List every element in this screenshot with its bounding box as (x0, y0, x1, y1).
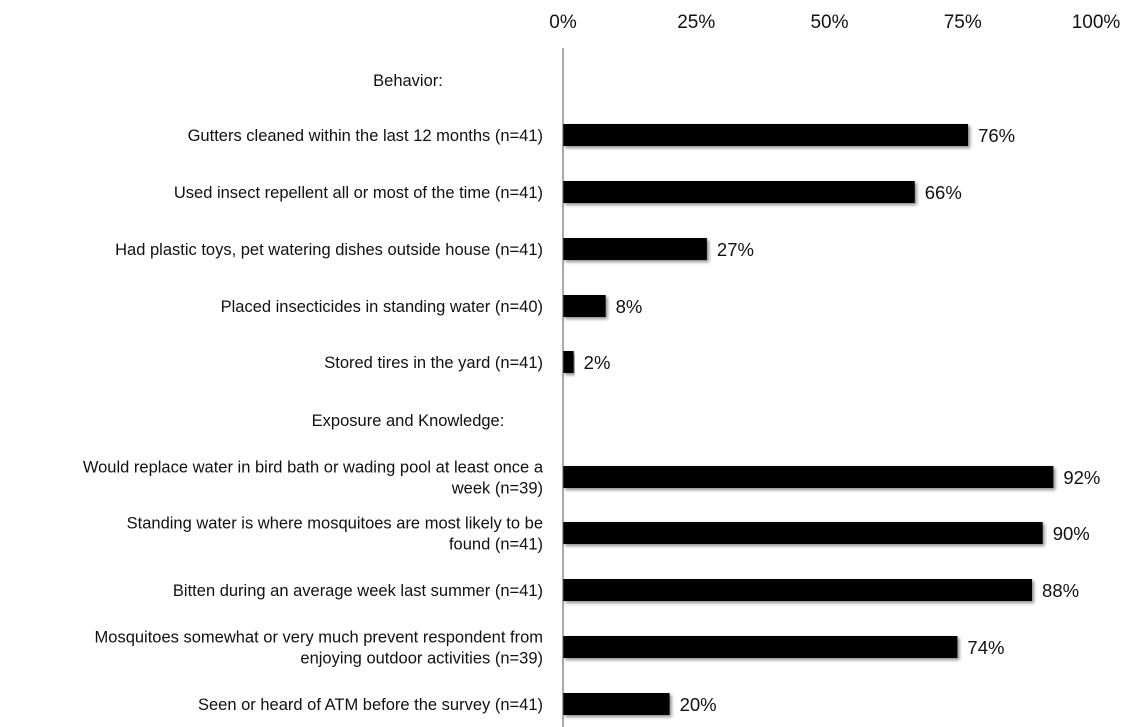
category-label-line: Standing water is where mosquitoes are m… (127, 515, 543, 533)
category-label: Mosquitoes somewhat or very much prevent… (95, 629, 543, 668)
category-label-line: Mosquitoes somewhat or very much prevent… (95, 629, 543, 647)
bar (563, 238, 707, 260)
value-label: 27% (717, 239, 754, 260)
bar (563, 351, 574, 373)
value-label: 20% (680, 694, 717, 715)
bar (563, 579, 1033, 601)
category-label: Standing water is where mosquitoes are m… (127, 515, 543, 554)
x-tick-label: 0% (549, 12, 577, 33)
category-label-line: Had plastic toys, pet watering dishes ou… (115, 241, 543, 259)
category-label-line: Gutters cleaned within the last 12 month… (188, 127, 543, 145)
category-label: Had plastic toys, pet watering dishes ou… (115, 241, 543, 259)
category-label: Would replace water in bird bath or wadi… (83, 459, 544, 498)
value-label: 8% (616, 296, 643, 317)
category-labels-group: Behavior: Gutters cleaned within the last… (83, 72, 544, 714)
bar (563, 295, 606, 317)
bar (563, 124, 969, 146)
category-label-line: Seen or heard of ATM before the survey (… (198, 696, 543, 714)
category-label-line: Placed insecticides in standing water (n… (221, 298, 543, 316)
bars-group (563, 124, 1054, 715)
value-label: 76% (978, 125, 1015, 146)
bar (563, 693, 670, 715)
value-label: 88% (1042, 580, 1079, 601)
category-label-line: Stored tires in the yard (n=41) (324, 354, 543, 372)
category-label-line: Would replace water in bird bath or wadi… (83, 459, 544, 477)
x-tick-label: 75% (944, 12, 982, 33)
value-labels-group: 76% 66% 27% 8% 2% 92% 90% 88% 74% 20% (584, 125, 1101, 715)
bar (563, 522, 1043, 544)
category-label: Seen or heard of ATM before the survey (… (198, 696, 543, 714)
x-tick-label: 100% (1072, 12, 1121, 33)
section-heading: Exposure and Knowledge: (312, 412, 505, 430)
category-label: Bitten during an average week last summe… (173, 582, 543, 600)
section-heading: Behavior: (373, 72, 443, 90)
value-label: 2% (584, 352, 611, 373)
category-label-line: week (n=39) (451, 480, 543, 498)
category-label-line: Exposure and Knowledge: (312, 412, 505, 430)
value-label: 92% (1063, 467, 1100, 488)
category-label-line: Used insect repellent all or most of the… (174, 184, 543, 202)
value-label: 66% (925, 182, 962, 203)
category-label: Stored tires in the yard (n=41) (324, 354, 543, 372)
x-tick-label: 25% (677, 12, 715, 33)
value-label: 90% (1053, 523, 1090, 544)
category-label-line: found (n=41) (449, 536, 543, 554)
x-tick-label: 50% (810, 12, 848, 33)
bar (563, 466, 1054, 488)
category-label-line: enjoying outdoor activities (n=39) (300, 650, 543, 668)
value-label: 74% (967, 637, 1004, 658)
category-label: Placed insecticides in standing water (n… (221, 298, 543, 316)
category-label: Used insect repellent all or most of the… (174, 184, 543, 202)
x-axis: 0% 25% 50% 75% 100% (549, 12, 1120, 33)
bar (563, 181, 915, 203)
category-label-line: Bitten during an average week last summe… (173, 582, 543, 600)
category-label: Gutters cleaned within the last 12 month… (188, 127, 543, 145)
bar (563, 636, 958, 658)
category-label-line: Behavior: (373, 72, 443, 90)
